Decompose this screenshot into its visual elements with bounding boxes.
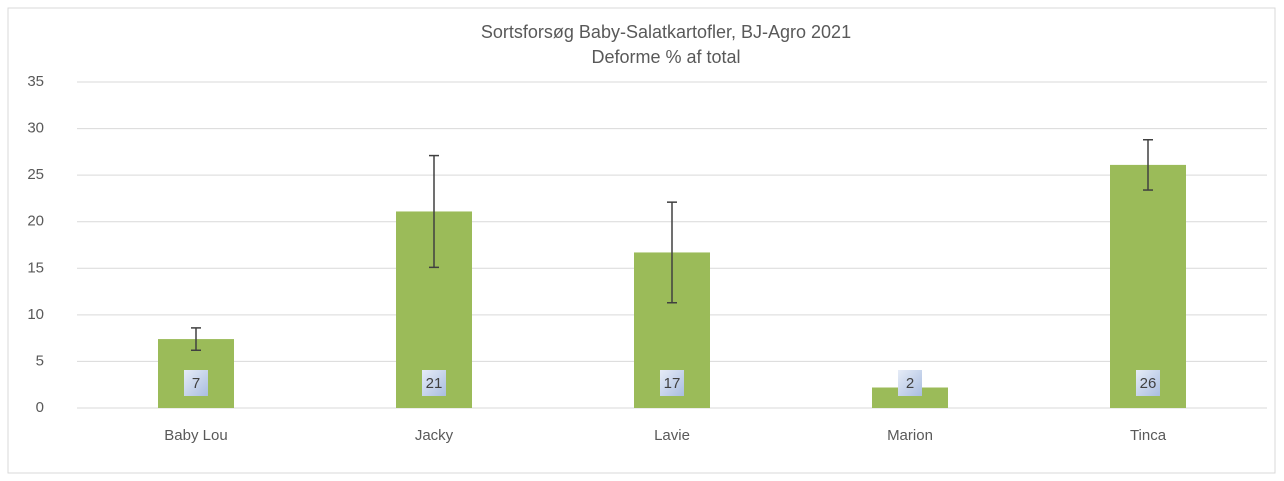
- value-label: 17: [664, 375, 681, 392]
- value-label-box: [422, 370, 446, 396]
- x-tick-label: Marion: [887, 427, 933, 444]
- value-label-box: [184, 370, 208, 396]
- x-tick-label: Tinca: [1130, 427, 1167, 444]
- y-tick-label: 5: [36, 352, 44, 369]
- y-tick-label: 15: [27, 259, 44, 276]
- error-bar: [429, 154, 439, 269]
- y-tick-label: 25: [27, 166, 44, 183]
- y-tick-label: 35: [27, 73, 44, 90]
- value-label-box: [898, 370, 922, 396]
- x-tick-label: Lavie: [654, 427, 690, 444]
- bar: [1110, 164, 1186, 408]
- bar: [872, 387, 948, 408]
- x-tick-label: Jacky: [415, 427, 454, 444]
- value-label-box: [1136, 370, 1160, 396]
- value-label: 26: [1140, 375, 1157, 392]
- y-tick-label: 0: [36, 399, 44, 416]
- error-bar: [191, 327, 201, 352]
- error-bar: [1143, 138, 1153, 191]
- y-tick-label: 20: [27, 213, 44, 230]
- chart-subtitle: Deforme % af total: [591, 47, 740, 67]
- value-label: 7: [192, 375, 200, 392]
- y-tick-label: 10: [27, 306, 44, 323]
- value-label: 2: [906, 375, 914, 392]
- value-label-box: [660, 370, 684, 396]
- x-tick-label: Baby Lou: [164, 427, 227, 444]
- y-tick-label: 30: [27, 120, 44, 137]
- error-bar: [667, 201, 677, 304]
- chart-title: Sortsforsøg Baby-Salatkartofler, BJ-Agro…: [481, 22, 851, 42]
- value-label: 21: [426, 375, 443, 392]
